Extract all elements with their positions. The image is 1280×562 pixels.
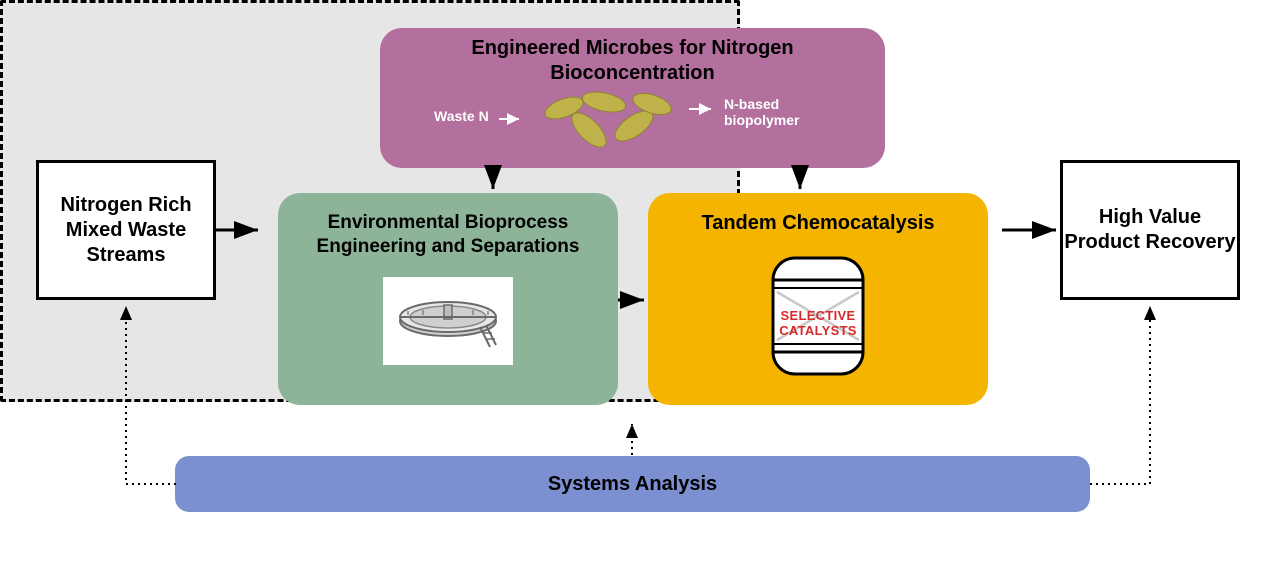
- arr-systems-to-input: [126, 306, 176, 484]
- arrows-layer: [0, 0, 1280, 562]
- arr-systems-to-output: [1090, 306, 1150, 484]
